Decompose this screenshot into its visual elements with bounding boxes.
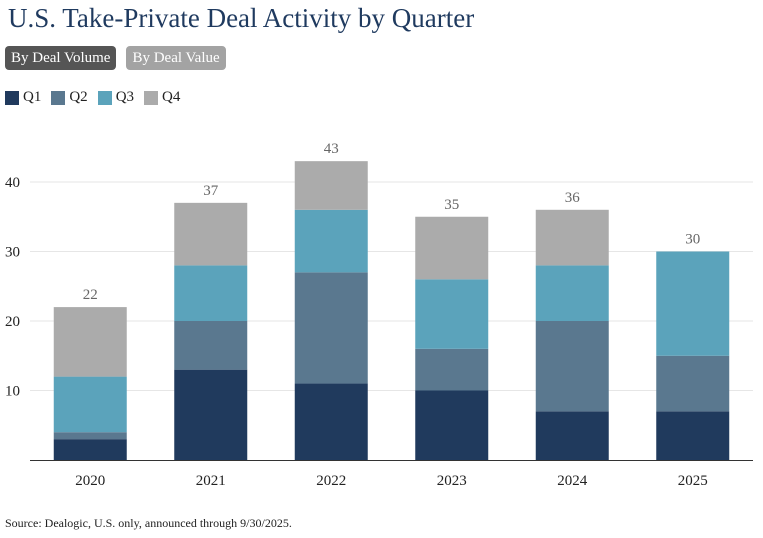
bar-2024-q1 [535,411,609,460]
x-tick-label-2024: 2024 [557,473,588,489]
total-label-2022: 43 [324,141,339,157]
bar-2023-q1 [415,390,489,460]
bar-2024-q3 [535,265,609,321]
legend-item-q4[interactable]: Q4 [144,89,180,106]
bar-2022-q2 [294,272,368,384]
stacked-bar-chart: 10 20 30 40 22 2020 37 2021 43 2022 35 2023 36 2024 30… [5,141,753,489]
bar-2021-q1 [174,369,248,460]
by-deal-volume-button[interactable]: By Deal Volume [5,46,117,70]
bar-2024-q4 [535,209,609,266]
legend-label-q2: Q2 [69,89,88,105]
bar-2022-q4 [294,161,368,210]
bar-2025-q2 [656,355,730,412]
bar-2022-q3 [294,209,368,273]
x-tick-label-2025: 2025 [678,473,708,489]
bar-2021-q4 [174,202,248,266]
source-note: Source: Dealogic, U.S. only, announced t… [5,516,292,530]
bar-2020-q1 [53,439,127,460]
legend-swatch-q2 [51,90,66,105]
x-tick-label-2022: 2022 [316,473,346,489]
x-tick-label-2021: 2021 [196,473,226,489]
bar-2020-q3 [53,376,127,433]
bar-2024-q2 [535,321,609,412]
y-tick-label-10: 10 [5,384,20,400]
x-tick-label-2020: 2020 [75,473,105,489]
legend-swatch-q3 [97,90,112,105]
total-label-2025: 30 [685,232,700,248]
bar-2025-q3 [656,251,730,356]
legend-swatch-q4 [144,90,159,105]
total-label-2023: 35 [444,197,459,213]
legend-item-q1[interactable]: Q1 [5,89,41,106]
legend-label-q3: Q3 [115,89,135,105]
bar-2023-q2 [415,348,489,391]
bar-2020-q4 [53,307,127,377]
bar-2020-q2 [53,432,127,440]
x-tick-label-2023: 2023 [437,473,467,489]
y-tick-label-40: 40 [5,175,20,191]
bar-2023-q4 [415,216,489,280]
y-tick-label-20: 20 [5,314,20,330]
total-label-2024: 36 [565,190,581,206]
total-label-2020: 22 [83,287,98,303]
bar-2025-q1 [656,411,730,460]
legend-label-q4: Q4 [162,89,181,105]
bar-2022-q1 [294,383,368,460]
legend: Q1 Q2 Q3 Q4 [5,89,180,106]
y-tick-label-30: 30 [5,245,20,261]
total-label-2021: 37 [203,183,219,199]
legend-swatch-q1 [5,90,19,105]
legend-label-q1: Q1 [23,89,42,105]
bar-2021-q2 [174,321,248,370]
legend-item-q2[interactable]: Q2 [51,89,88,106]
legend-item-q3[interactable]: Q3 [97,89,135,106]
chart-title: U.S. Take-Private Deal Activity by Quart… [8,3,475,33]
bar-2021-q3 [174,265,248,321]
view-toggle-group: By Deal Volume By Deal Value [5,46,226,70]
bar-2023-q3 [415,279,489,349]
by-deal-value-button[interactable]: By Deal Value [126,46,226,70]
